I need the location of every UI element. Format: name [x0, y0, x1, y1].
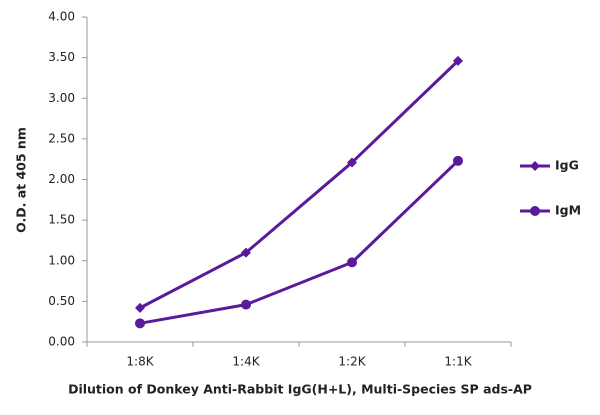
data-point [241, 247, 251, 258]
data-point [135, 318, 145, 329]
data-point [347, 257, 357, 268]
x-tick-label: 1:1K [444, 355, 472, 369]
y-tick-label: 1.00 [48, 253, 75, 267]
series-line [139, 159, 460, 325]
y-axis-title: O.D. at 405 nm [14, 127, 29, 233]
x-tick-label: 1:2K [338, 355, 366, 369]
y-tick-label: 2.00 [48, 172, 75, 186]
x-tick-label: 1:4K [232, 355, 260, 369]
legend-marker [530, 161, 540, 171]
data-point [241, 299, 251, 310]
data-point [453, 155, 463, 166]
y-tick-label: 1.50 [48, 213, 75, 227]
y-tick-label: 3.50 [48, 50, 75, 64]
y-tick-label: 2.50 [48, 131, 75, 145]
y-tick-label: 0.00 [48, 335, 75, 349]
legend-label: IgM [555, 203, 581, 218]
legend-label: IgG [555, 158, 579, 173]
legend-marker [530, 206, 540, 216]
y-tick-label: 4.00 [48, 10, 75, 24]
y-tick-label: 3.00 [48, 91, 75, 105]
x-axis-title: Dilution of Donkey Anti-Rabbit IgG(H+L),… [68, 382, 532, 397]
y-tick-label: 0.50 [48, 294, 75, 308]
series-line [139, 59, 460, 310]
data-point [453, 55, 463, 66]
data-point [347, 157, 357, 168]
data-point [135, 302, 145, 313]
x-tick-label: 1:8K [126, 355, 154, 369]
